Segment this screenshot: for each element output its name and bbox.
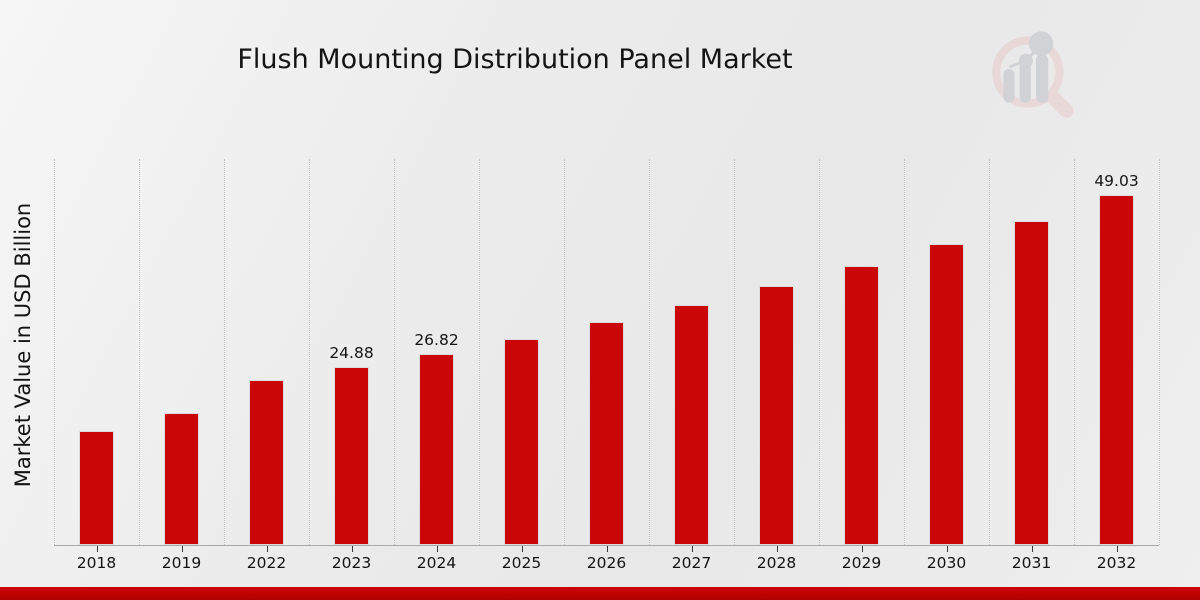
grid-separator-line bbox=[989, 159, 990, 545]
bar-2018 bbox=[79, 431, 114, 545]
y-axis-label: Market Value in USD Billion bbox=[11, 202, 35, 488]
grid-separator-line bbox=[904, 159, 905, 545]
x-axis-tick bbox=[691, 546, 693, 552]
x-tick-label-2024: 2024 bbox=[416, 554, 457, 572]
bar-2024 bbox=[419, 354, 454, 545]
x-tick-label-2026: 2026 bbox=[586, 554, 627, 572]
grid-separator-line bbox=[54, 159, 55, 545]
bar-2025 bbox=[504, 339, 539, 545]
bar-2026 bbox=[589, 322, 624, 545]
x-axis-tick bbox=[861, 546, 863, 552]
x-axis-tick bbox=[96, 546, 98, 552]
x-axis-tick bbox=[1116, 546, 1118, 552]
grid-separator-line bbox=[139, 159, 140, 545]
bar-value-label-2023: 24.88 bbox=[329, 344, 374, 362]
grid-separator-line bbox=[394, 159, 395, 545]
grid-separator-line bbox=[564, 159, 565, 545]
bar-value-label-2024: 26.82 bbox=[414, 331, 459, 349]
bar-2031 bbox=[1014, 221, 1049, 545]
bar-chart-plot-area: 2018 2019 2022 24.88 2023 26.82 2024 2025 2026 20… bbox=[54, 159, 1160, 572]
bottom-red-strip bbox=[0, 587, 1200, 600]
grid-separator-line bbox=[309, 159, 310, 545]
x-axis-tick bbox=[1031, 546, 1033, 552]
x-tick-label-2028: 2028 bbox=[756, 554, 797, 572]
x-axis-tick bbox=[266, 546, 268, 552]
x-axis-tick bbox=[946, 546, 948, 552]
chart-title: Flush Mounting Distribution Panel Market bbox=[237, 44, 793, 75]
x-tick-label-2030: 2030 bbox=[926, 554, 967, 572]
x-tick-label-2029: 2029 bbox=[841, 554, 882, 572]
bar-2019 bbox=[164, 413, 199, 545]
grid-separator-line bbox=[734, 159, 735, 545]
x-tick-label-2023: 2023 bbox=[331, 554, 372, 572]
x-tick-label-2032: 2032 bbox=[1096, 554, 1137, 572]
x-tick-label-2031: 2031 bbox=[1011, 554, 1052, 572]
x-tick-label-2018: 2018 bbox=[76, 554, 117, 572]
x-axis-tick bbox=[776, 546, 778, 552]
bar-2030 bbox=[929, 244, 964, 545]
grid-separator-line bbox=[224, 159, 225, 545]
grid-separator-line bbox=[479, 159, 480, 545]
grid-separator-line bbox=[1159, 159, 1160, 545]
magnifier-bar-chart-logo-icon bbox=[992, 31, 1074, 118]
x-tick-label-2019: 2019 bbox=[161, 554, 202, 572]
bar-value-label-2032: 49.03 bbox=[1094, 172, 1139, 190]
grid-separator-line bbox=[649, 159, 650, 545]
x-tick-label-2025: 2025 bbox=[501, 554, 542, 572]
bar-2032 bbox=[1099, 195, 1134, 545]
grid-separator-line bbox=[819, 159, 820, 545]
x-axis-tick bbox=[436, 546, 438, 552]
bar-2027 bbox=[674, 305, 709, 545]
bar-2029 bbox=[844, 266, 879, 545]
bar-2023 bbox=[334, 367, 369, 545]
bar-2022 bbox=[249, 380, 284, 545]
x-tick-label-2027: 2027 bbox=[671, 554, 712, 572]
x-tick-label-2022: 2022 bbox=[246, 554, 287, 572]
x-axis-tick bbox=[181, 546, 183, 552]
x-axis-tick bbox=[351, 546, 353, 552]
bar-2028 bbox=[759, 286, 794, 545]
x-axis-tick bbox=[521, 546, 523, 552]
x-axis-tick bbox=[606, 546, 608, 552]
grid-separator-line bbox=[1074, 159, 1075, 545]
